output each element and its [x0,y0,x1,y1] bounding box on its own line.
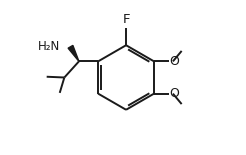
Text: O: O [169,55,179,68]
Text: F: F [122,13,130,26]
Text: H₂N: H₂N [38,40,60,53]
Text: O: O [169,87,179,100]
Polygon shape [68,45,79,61]
